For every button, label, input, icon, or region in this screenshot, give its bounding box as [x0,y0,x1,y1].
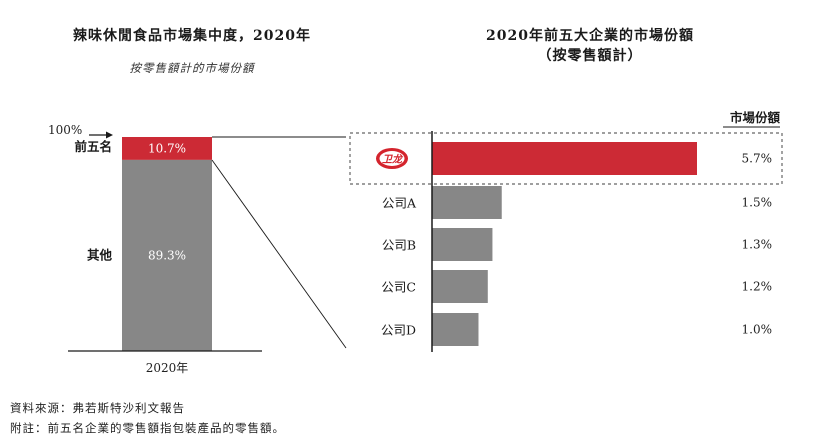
hbar-value-3: 1.2% [742,280,773,294]
footnote: 附註：前五名企業的零售額指包裝產品的零售額。 [10,421,285,435]
logo-text: 卫龙 [382,154,404,166]
hbar-4 [432,313,479,346]
left-chart-title: 辣味休閒食品市場集中度，2020年 [73,27,311,44]
stack-segment-label-0: 10.7% [148,141,186,155]
hbar-0 [432,142,697,175]
left-chart-subtitle: 按零售額計的市場份額 [130,61,256,75]
hbar-category-4: 公司D [381,323,416,338]
hbar-3 [432,270,488,303]
connector-bottom [211,159,347,349]
horizontal-bars: 5.7% 卫龙 1.5% 公司A 1.3% 公司B 1.2% 公司C 1.0% 公司D [349,132,783,346]
right-chart-title-line2: （按零售額計） [538,47,643,64]
hbar-value-1: 1.5% [742,196,773,210]
hbar-category-3: 公司C [381,280,416,295]
market-share-header: 市場份額 [730,110,781,125]
hbar-1 [432,186,502,219]
source-note: 資料來源：弗若斯特沙利文報告 [10,401,185,415]
axis-top-label: 100% [48,123,82,137]
stack-series-name-1: 其他 [87,247,113,262]
stack-segment-1 [122,159,212,351]
stack-series-name-0: 前五名 [74,139,112,154]
logo-inner [379,151,405,166]
hbar-value-4: 1.0% [742,323,773,337]
hbar-category-1: 公司A [382,196,417,211]
weilong-logo: 卫龙 [376,148,408,169]
hbar-value-2: 1.3% [742,238,773,252]
left-category-label: 2020年 [146,361,189,375]
hbar-2 [432,228,493,261]
right-chart-title: 2020年前五大企業的市場份額 [486,27,694,44]
arrow-right-icon [89,131,113,139]
hbar-value-0: 5.7% [742,152,773,166]
stack-segment-label-1: 89.3% [148,248,186,262]
stack-segment-0 [122,137,212,160]
highlight-box [349,132,783,185]
stacked-bar: 10.7% 前五名 89.3% 其他 [74,137,212,351]
hbar-category-2: 公司B [382,238,416,253]
